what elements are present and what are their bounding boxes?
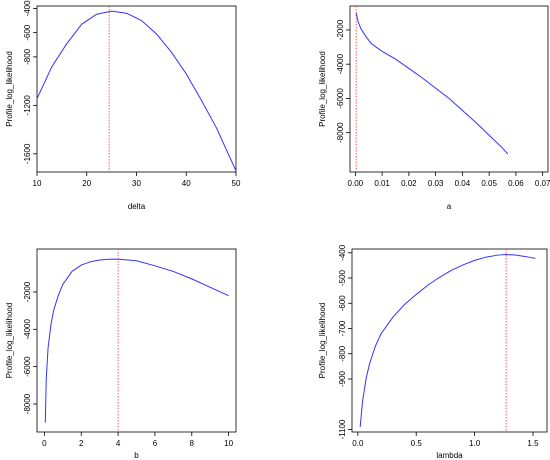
x-tick-label: 10 xyxy=(33,179,42,188)
chart-panel-2: 0.00 0.01 0.02 0.03 0.04 0.05 0.06 0.07 -8000 -60… xyxy=(318,5,550,211)
x-tick-label: 0.04 xyxy=(455,179,471,188)
profile-likelihood-curve xyxy=(355,12,509,155)
y-tick-label: -4000 xyxy=(23,319,32,340)
x-tick-label: 0.03 xyxy=(428,179,444,188)
x-tick-label: 50 xyxy=(232,179,241,188)
profile-likelihood-curve xyxy=(36,10,237,171)
profile-likelihood-curve xyxy=(44,258,229,423)
x-tick-label: 0.0 xyxy=(352,439,364,448)
x-tick-label: 0.06 xyxy=(508,179,524,188)
y-tick-label: -600 xyxy=(23,24,32,41)
x-tick-label: 0.01 xyxy=(374,179,390,188)
y-axis-label: Profile_log_likelihood xyxy=(318,51,327,127)
y-axis-label: Profile_log_likelihood xyxy=(318,303,327,379)
y-tick-label: -1100 xyxy=(338,419,347,439)
chart-panel-1: 10 20 30 40 50 -1600 -1200 -800 -600 -400 delta Pro… xyxy=(5,0,241,211)
x-tick-label: 1.5 xyxy=(527,439,539,448)
x-tick-label: 2 xyxy=(79,439,84,448)
x-tick-label: 1.0 xyxy=(469,439,481,448)
plot-frame xyxy=(36,5,237,173)
y-tick-label: -400 xyxy=(23,0,32,16)
y-tick-label: -8000 xyxy=(23,393,32,414)
y-tick-label: -4000 xyxy=(336,53,345,74)
x-tick-label: 40 xyxy=(182,179,191,188)
y-tick-label: -6000 xyxy=(23,356,32,377)
x-tick-label: 30 xyxy=(132,179,141,188)
x-tick-label: 0 xyxy=(42,439,47,448)
plot-frame xyxy=(351,248,548,433)
y-tick-label: -2000 xyxy=(23,281,32,302)
plot-frame xyxy=(36,248,237,433)
x-axis-label: lambda xyxy=(436,451,463,460)
chart-panel-3: 0 2 4 6 8 10 -8000 -6000 -4000 -2000 b Profile_log_… xyxy=(5,248,237,460)
y-tick-label: -1200 xyxy=(23,95,32,116)
x-tick-label: 0.02 xyxy=(401,179,417,188)
plot-frame xyxy=(349,5,549,173)
chart-panel-4: 0.0 0.5 1.0 1.5 -1100 -900 -800 -700 -600 -500 -40… xyxy=(318,244,548,460)
y-tick-label: -8000 xyxy=(336,122,345,143)
y-axis-label: Profile_log_likelihood xyxy=(5,51,14,127)
x-axis-label: b xyxy=(134,451,139,460)
y-tick-label: -700 xyxy=(338,320,347,337)
y-tick-label: -400 xyxy=(338,244,347,261)
x-tick-label: 0.07 xyxy=(535,179,550,188)
y-axis-label: Profile_log_likelihood xyxy=(5,303,14,379)
y-tick-label: -1600 xyxy=(23,143,32,164)
x-tick-label: 10 xyxy=(224,439,233,448)
x-tick-label: 6 xyxy=(153,439,158,448)
x-tick-label: 8 xyxy=(190,439,195,448)
y-tick-label: -500 xyxy=(338,269,347,286)
x-tick-label: 4 xyxy=(116,439,121,448)
x-tick-label: 0.05 xyxy=(481,179,497,188)
x-tick-label: 0.5 xyxy=(411,439,423,448)
y-tick-label: -900 xyxy=(338,370,347,387)
x-tick-label: 20 xyxy=(82,179,91,188)
y-tick-label: -2000 xyxy=(336,19,345,40)
y-tick-label: -600 xyxy=(338,295,347,312)
x-axis-label: delta xyxy=(128,202,146,211)
y-tick-label: -6000 xyxy=(336,88,345,109)
x-axis-label: a xyxy=(447,202,452,211)
profile-likelihood-curve xyxy=(359,254,536,427)
x-tick-label: 0.00 xyxy=(348,179,364,188)
y-tick-label: -800 xyxy=(338,345,347,362)
y-tick-label: -800 xyxy=(23,48,32,65)
